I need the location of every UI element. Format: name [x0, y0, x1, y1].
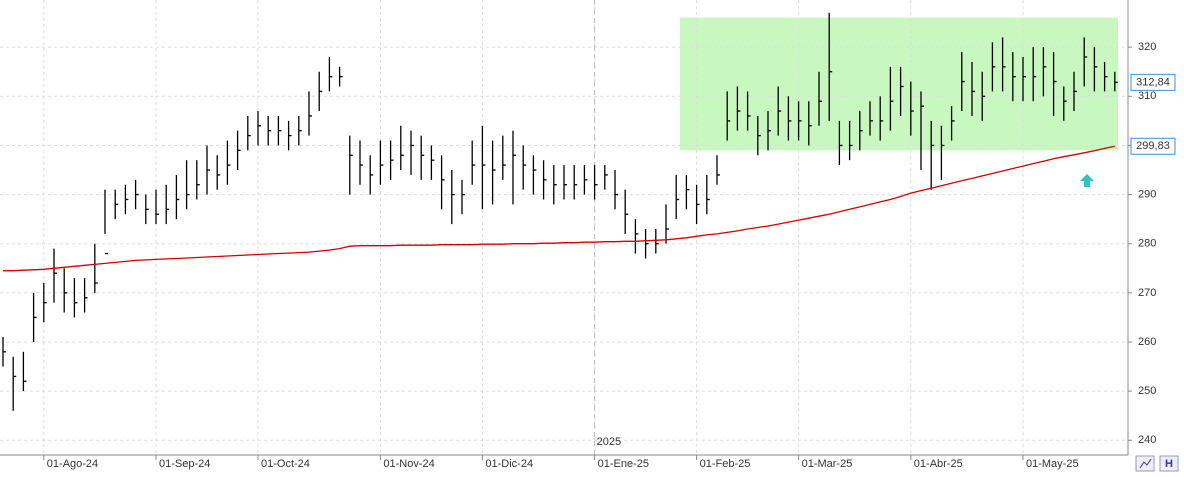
tool-icon: [1139, 458, 1152, 469]
y-tick-label: 280: [1138, 238, 1156, 250]
y-tick-label: 290: [1138, 188, 1156, 200]
y-tick-label: 260: [1138, 336, 1156, 348]
x-tick-label: 01-Oct-24: [261, 458, 310, 470]
year-label: 2025: [597, 436, 621, 448]
y-tick-label: 240: [1138, 434, 1156, 446]
last-value-label: 312,84: [1136, 76, 1170, 88]
x-tick-label: 01-Abr-25: [914, 458, 963, 470]
x-tick-label: 01-Ago-24: [47, 458, 98, 470]
last-value-box: [1130, 137, 1176, 155]
x-tick-label: 01-Ene-25: [598, 458, 649, 470]
tool-button[interactable]: [1159, 455, 1179, 472]
under-layer: [0, 0, 1128, 455]
last-value-box: [1130, 73, 1176, 91]
last-value-label: 299,83: [1136, 140, 1170, 152]
tool-icon: H: [1165, 458, 1173, 470]
x-tick-label: 01-Dic-24: [485, 458, 533, 470]
x-tick-label: 01-May-25: [1026, 458, 1079, 470]
y-tick-label: 310: [1138, 90, 1156, 102]
moving-average: [3, 145, 1115, 272]
y-tick-label: 250: [1138, 385, 1156, 397]
y-tick-label: 320: [1138, 41, 1156, 53]
arrow-icon: [1080, 174, 1094, 187]
x-tick-label: 01-Feb-25: [700, 458, 751, 470]
x-tick-label: 01-Sep-24: [159, 458, 210, 470]
x-tick-label: 01-Mar-25: [802, 458, 853, 470]
zone: [680, 17, 1118, 151]
y-tick-label: 270: [1138, 287, 1156, 299]
x-tick-label: 01-Nov-24: [383, 458, 434, 470]
